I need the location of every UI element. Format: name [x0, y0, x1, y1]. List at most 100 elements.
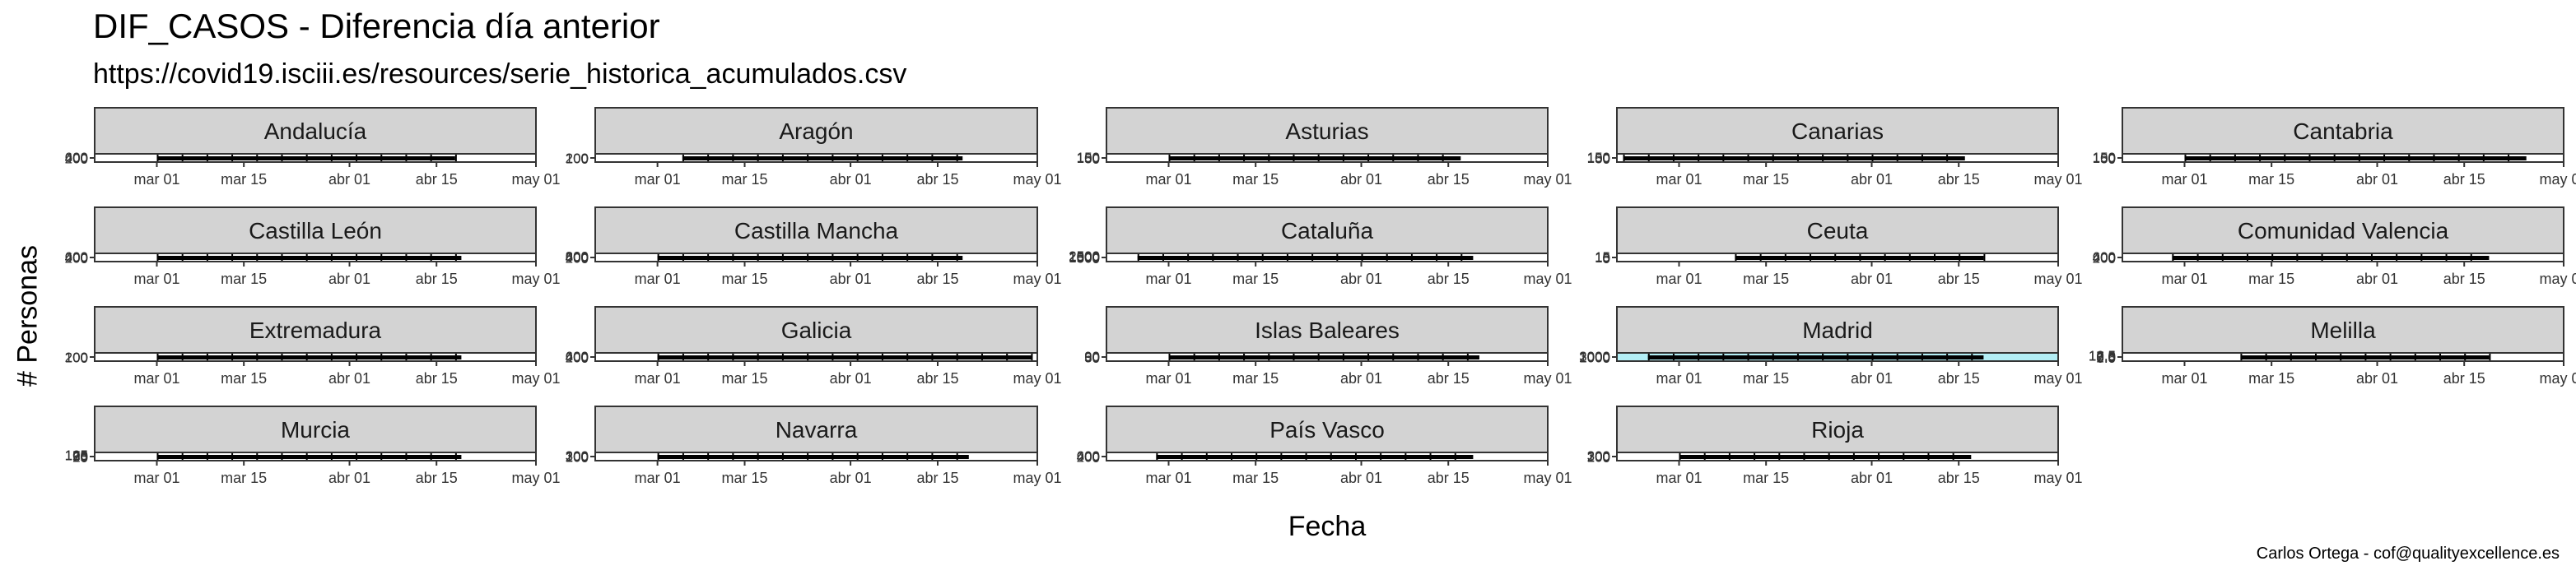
bar: [1404, 453, 1407, 460]
bar: [231, 155, 234, 161]
bar: [2265, 354, 2267, 360]
bar: [1921, 155, 1923, 161]
chart-caption: Carlos Ortega - cof@qualityexcellence.es: [2256, 545, 2560, 563]
bar: [931, 254, 934, 261]
bar: [831, 155, 834, 161]
bar: [931, 354, 934, 360]
facet-panel: Melilla 0.02.55.07.510.012.5 mar 01 mar 15 a…: [2089, 306, 2576, 387]
bar: [1772, 155, 1774, 161]
bar: [1466, 354, 1469, 360]
y-tick-label: 0: [1092, 251, 1100, 267]
x-tick-label: mar 15: [221, 370, 267, 387]
y-tick-label: 0: [1092, 151, 1100, 167]
bar-series: [1623, 156, 1965, 160]
bar: [1168, 354, 1171, 360]
x-tick-label: mar 15: [1232, 271, 1279, 287]
bar: [831, 354, 834, 360]
bar: [856, 354, 859, 360]
x-tick-label: mar 01: [133, 370, 179, 387]
bar: [1336, 254, 1339, 261]
y-tick-label: 0: [1092, 350, 1100, 366]
bar: [931, 155, 934, 161]
y-tick-label: 2.5: [2096, 350, 2116, 365]
x-tick-label: may 01: [1013, 271, 1061, 287]
x-tick-label: abr 15: [1428, 370, 1470, 387]
bar: [1772, 354, 1774, 360]
x-tick-label: abr 01: [830, 271, 872, 287]
x-tick-label: mar 01: [1145, 171, 1191, 188]
bar: [1847, 155, 1849, 161]
y-tick-label: 200: [566, 350, 589, 365]
y-tick-label: 0: [1603, 151, 1610, 167]
bar: [454, 354, 457, 360]
bar: [1921, 354, 1923, 360]
bar: [181, 155, 184, 161]
y-tick-label: 200: [65, 151, 88, 166]
y-tick-label: 400: [2093, 250, 2116, 266]
bar-series: [657, 256, 963, 260]
x-tick-label: abr 15: [2443, 171, 2485, 188]
bar: [405, 354, 408, 360]
x-tick-label: mar 15: [2248, 370, 2294, 387]
bar: [1647, 354, 1650, 360]
bar: [1778, 453, 1781, 460]
y-tick-label: 600: [2093, 249, 2116, 265]
bar: [1871, 354, 1874, 360]
bar: [330, 254, 333, 261]
y-tick-label: 5: [1603, 250, 1610, 266]
bar: [1747, 155, 1749, 161]
bar-series: [1156, 455, 1474, 459]
bar: [380, 155, 383, 161]
bar: [2433, 155, 2435, 161]
x-tick-label: abr 01: [1340, 370, 1382, 387]
bar: [454, 453, 457, 460]
bar: [305, 155, 308, 161]
bar: [1460, 254, 1463, 261]
x-tick-label: mar 01: [1145, 271, 1191, 287]
x-tick-label: abr 15: [1428, 271, 1470, 287]
x-tick-label: abr 15: [1938, 470, 1980, 486]
y-tick-label: 400: [65, 151, 88, 166]
y-tick-label: 25: [72, 449, 88, 465]
x-tick-label: may 01: [1523, 171, 1572, 188]
bar: [732, 453, 734, 460]
bar: [732, 155, 734, 161]
bar: [1243, 155, 1246, 161]
x-tick-label: may 01: [1013, 370, 1061, 387]
facet-strip: [1616, 406, 2059, 453]
bar: [781, 453, 784, 460]
bar: [1859, 254, 1861, 261]
y-tick-label: 600: [566, 349, 589, 364]
y-tick-label: 100: [1587, 151, 1610, 166]
chart-subtitle: https://covid19.isciii.es/resources/seri…: [93, 58, 907, 90]
bar: [2172, 254, 2174, 261]
x-tick-label: may 01: [511, 171, 560, 188]
bar: [1006, 354, 1009, 360]
bar: [1896, 155, 1898, 161]
x-tick-label: may 01: [511, 370, 560, 387]
bar: [1896, 354, 1898, 360]
x-tick-label: mar 15: [1743, 171, 1789, 188]
x-tick-label: abr 15: [916, 171, 958, 188]
x-tick-label: mar 15: [2248, 171, 2294, 188]
facet-label: Navarra: [776, 417, 858, 443]
bar: [1156, 453, 1158, 460]
bar: [1417, 354, 1419, 360]
bar: [2221, 254, 2224, 261]
y-tick-label: 0: [1092, 450, 1100, 466]
bar: [831, 453, 834, 460]
bar: [1367, 155, 1370, 161]
bar: [682, 155, 684, 161]
facet-label: País Vasco: [1269, 417, 1385, 443]
bar: [1722, 155, 1725, 161]
x-tick-label: may 01: [1523, 470, 1572, 486]
y-tick-label: 100: [566, 449, 589, 465]
y-tick-label: 0: [581, 251, 589, 267]
bar: [1268, 155, 1270, 161]
x-tick-label: mar 01: [1656, 370, 1702, 387]
facet-strip: [2122, 107, 2564, 155]
bar: [1031, 354, 1033, 360]
y-tick-label: 200: [566, 151, 589, 166]
